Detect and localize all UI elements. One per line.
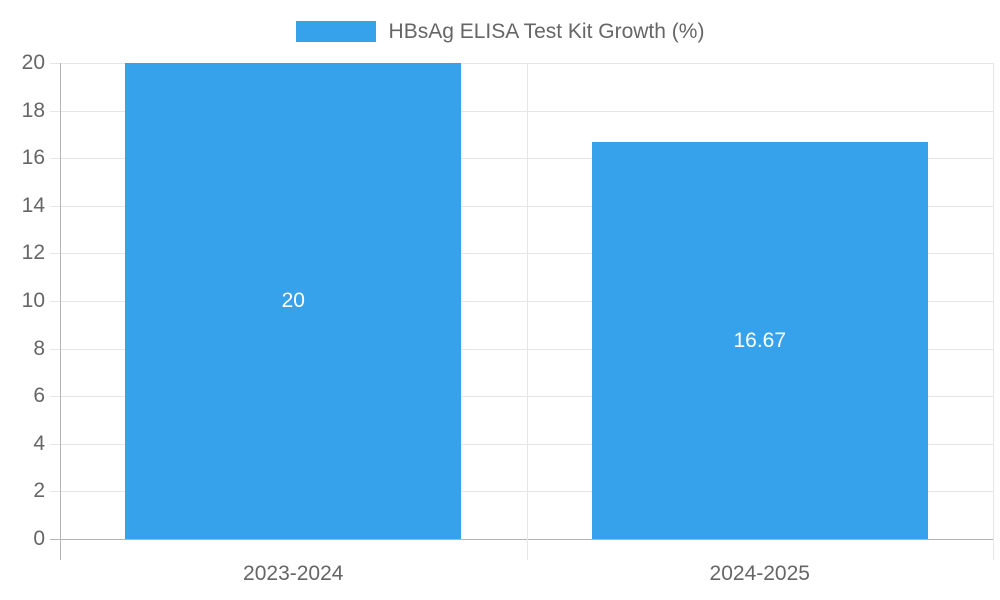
y-tick-label: 2: [33, 479, 45, 502]
y-tick-label: 16: [21, 146, 45, 169]
y-gridline: [50, 253, 993, 254]
x-category-label: 2023-2024: [243, 562, 344, 585]
y-gridline: [50, 349, 993, 350]
y-gridline: [50, 396, 993, 397]
y-gridline: [50, 206, 993, 207]
y-gridline: [50, 491, 993, 492]
y-tick-label: 4: [33, 432, 45, 455]
bar-2023-2024[interactable]: [125, 63, 462, 539]
x-gridline: [993, 63, 994, 560]
bar-2024-2025[interactable]: [591, 142, 928, 539]
y-axis-line: [60, 63, 61, 560]
legend[interactable]: HBsAg ELISA Test Kit Growth (%): [0, 21, 1000, 42]
x-axis-line: [50, 539, 993, 540]
y-tick-label: 18: [21, 99, 45, 122]
legend-label: HBsAg ELISA Test Kit Growth (%): [388, 20, 705, 43]
y-tick-label: 10: [21, 289, 45, 312]
x-category-label: 2024-2025: [709, 562, 810, 585]
y-gridline: [50, 444, 993, 445]
y-tick-label: 6: [33, 384, 45, 407]
y-gridline: [50, 158, 993, 159]
y-tick-label: 12: [21, 241, 45, 264]
y-tick-label: 8: [33, 337, 45, 360]
y-tick-label: 20: [21, 51, 45, 74]
x-gridline: [527, 63, 528, 560]
y-gridline: [50, 301, 993, 302]
y-gridline: [50, 63, 993, 64]
bar-value-label: 16.67: [733, 328, 787, 352]
y-gridline: [50, 111, 993, 112]
y-tick-label: 14: [21, 194, 45, 217]
legend-swatch-icon: [295, 21, 376, 42]
y-tick-label: 0: [33, 527, 45, 550]
bar-value-label: 20: [281, 289, 305, 312]
